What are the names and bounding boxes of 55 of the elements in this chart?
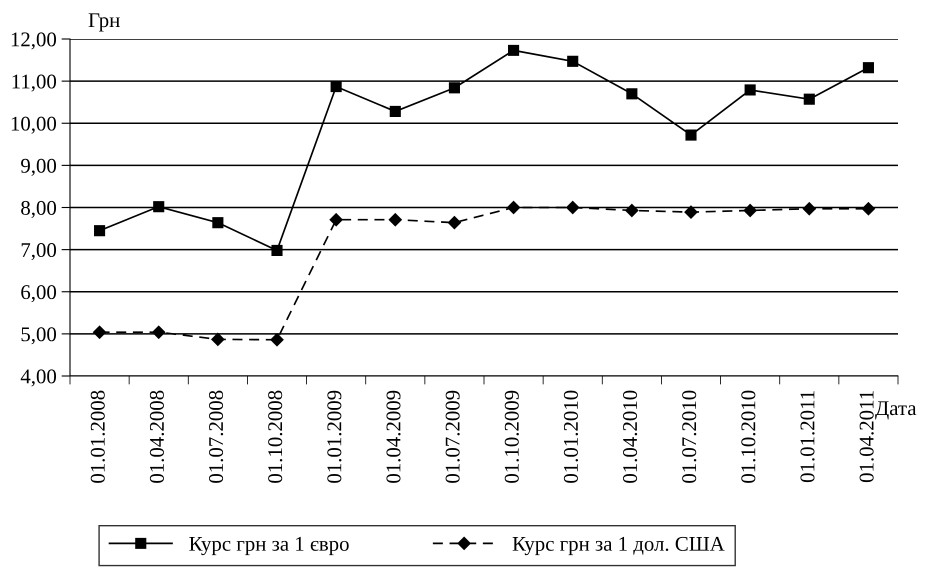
x-tick-label: 01.07.2010 <box>682 390 696 483</box>
point <box>744 204 757 218</box>
point <box>506 200 520 214</box>
x-tick-label: 01.01.2011 <box>800 391 815 482</box>
x-tick-label: 01.04.2008 <box>150 390 164 483</box>
y-tick-label: 6,00 <box>21 285 56 302</box>
x-tick-label: 01.10.2008 <box>268 390 282 483</box>
x-tick-label: 01.10.2009 <box>504 390 519 483</box>
y-tick-label: 10,00 <box>12 116 56 134</box>
point <box>94 225 106 236</box>
point <box>270 333 284 346</box>
y-tick-label: 8,00 <box>21 200 56 218</box>
point <box>625 204 638 218</box>
y-tick-label: 9,00 <box>21 158 56 176</box>
y-tick-label: 5,00 <box>22 327 56 344</box>
point <box>153 201 164 212</box>
point <box>685 129 697 141</box>
x-tick-label: 01.10.2010 <box>741 390 756 483</box>
point <box>802 202 816 216</box>
legend-label: Курс грн за 1 євро <box>189 536 349 556</box>
y-tick-label: 12,00 <box>12 32 56 50</box>
point <box>212 217 224 228</box>
x-tick-label: 01.01.2009 <box>327 390 342 483</box>
point <box>92 326 106 339</box>
legend-label: Курс грн за 1 дол. США <box>512 536 725 556</box>
point <box>448 216 462 230</box>
point <box>152 326 166 339</box>
point <box>862 62 874 74</box>
x-tick-label: 01.07.2008 <box>209 390 224 483</box>
y-tick-label: 11,00 <box>12 74 56 92</box>
x-tick-label: 01.07.2009 <box>446 390 460 483</box>
point <box>684 206 698 219</box>
x-axis-title: Дата <box>875 401 916 420</box>
y-tick-label: 4,00 <box>20 369 56 386</box>
x-tick-label: 01.04.2011 <box>860 391 874 482</box>
point <box>804 94 815 105</box>
point <box>566 200 580 214</box>
point <box>330 81 342 92</box>
point <box>271 244 283 256</box>
point <box>744 84 756 96</box>
point <box>211 332 224 346</box>
y-tick-label: 7,00 <box>22 243 56 260</box>
x-tick-label: 01.04.2010 <box>623 390 638 483</box>
point <box>390 106 401 118</box>
point <box>567 56 578 67</box>
point <box>626 88 638 100</box>
point <box>862 202 876 216</box>
x-tick-label: 01.04.2009 <box>386 390 401 483</box>
x-tick-label: 01.01.2008 <box>90 390 105 483</box>
point <box>388 213 402 226</box>
point <box>508 44 520 56</box>
y-axis-title: Грн <box>88 13 120 32</box>
point <box>330 213 343 226</box>
point <box>448 82 460 94</box>
x-tick-label: 01.01.2010 <box>564 390 578 483</box>
